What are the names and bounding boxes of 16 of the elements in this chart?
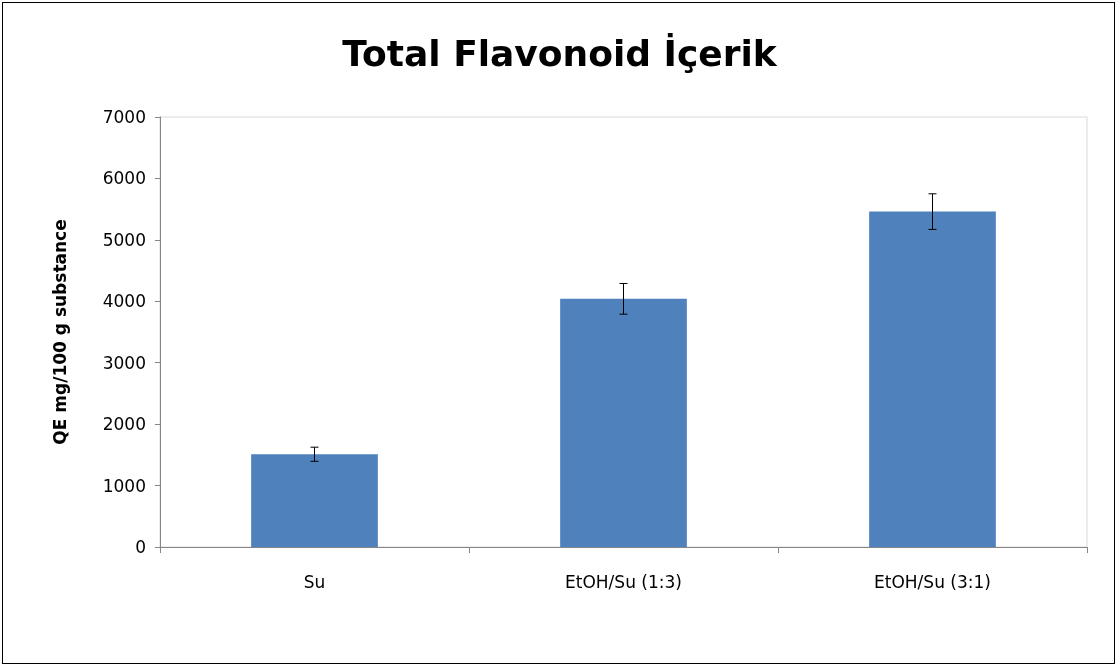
chart-title: Total Flavonoid İçerik xyxy=(342,32,778,74)
x-tick-label: Su xyxy=(303,571,326,592)
y-tick-label: 2000 xyxy=(102,414,146,435)
y-tick-label: 0 xyxy=(135,537,146,557)
bar xyxy=(560,298,687,547)
y-axis-title: QE mg/100 g substance xyxy=(49,219,70,445)
y-tick-label: 5000 xyxy=(102,229,146,250)
y-tick-label: 4000 xyxy=(102,291,146,312)
y-tick-label: 7000 xyxy=(102,107,146,127)
y-tick-label: 1000 xyxy=(102,475,146,496)
x-tick-label: EtOH/Su (1:3) xyxy=(565,571,682,592)
y-tick-label: 6000 xyxy=(102,168,146,189)
bar xyxy=(251,454,378,547)
bar xyxy=(869,211,996,547)
y-tick-label: 3000 xyxy=(102,352,146,373)
x-tick-label: EtOH/Su (3:1) xyxy=(874,571,991,592)
